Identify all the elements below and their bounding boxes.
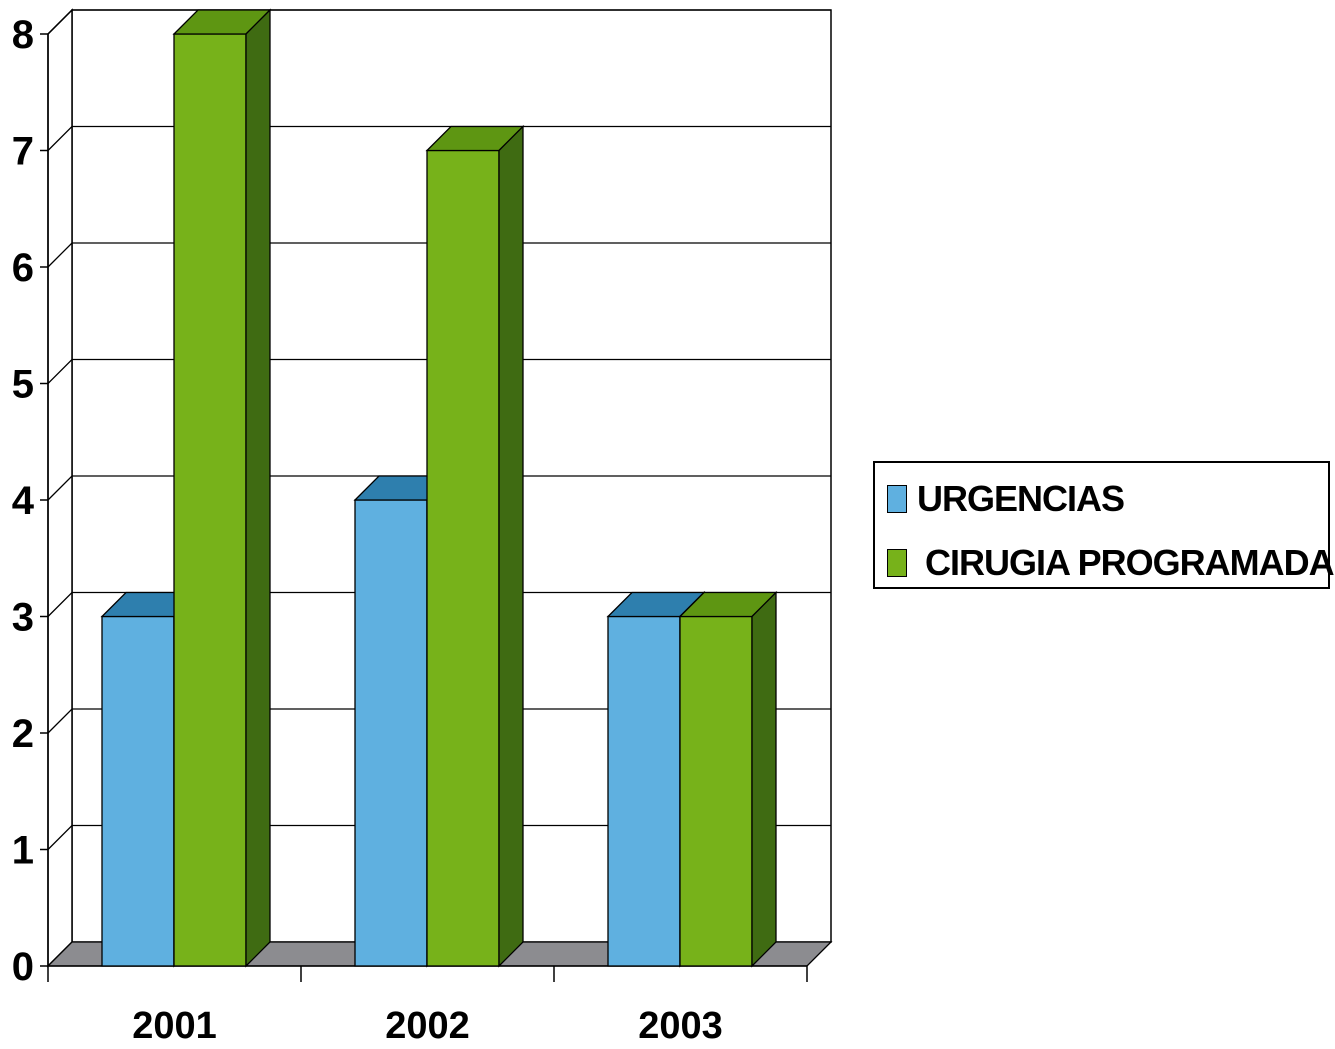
legend-item-cirugia-programada: CIRUGIA PROGRAMADA bbox=[887, 542, 1335, 583]
bar-front bbox=[679, 615, 753, 967]
gridline bbox=[47, 591, 831, 617]
bar bbox=[172, 8, 272, 968]
gridlines bbox=[47, 9, 831, 850]
y-tick-labels: 0 1 2 3 4 5 6 7 8 bbox=[12, 13, 35, 989]
legend: URGENCIAS CIRUGIA PROGRAMADA bbox=[873, 461, 1335, 589]
y-tick-label: 4 bbox=[12, 479, 35, 523]
gridline bbox=[47, 708, 831, 734]
bar-side bbox=[245, 8, 271, 968]
bar bbox=[678, 590, 778, 968]
y-tick-label: 0 bbox=[12, 945, 34, 989]
y-tick-label: 5 bbox=[12, 363, 34, 407]
legend-label-urgencias: URGENCIAS bbox=[917, 478, 1125, 519]
bar-front bbox=[101, 615, 175, 967]
gridline bbox=[47, 242, 831, 268]
y-tick-label: 3 bbox=[12, 596, 34, 640]
bar-side bbox=[498, 124, 524, 968]
gridline bbox=[47, 824, 831, 850]
x-category-labels: 2001 2002 2003 bbox=[132, 1005, 723, 1047]
x-category-label: 2001 bbox=[132, 1005, 217, 1044]
bar-front bbox=[354, 499, 428, 967]
bars bbox=[100, 8, 778, 968]
bar-front bbox=[607, 615, 681, 967]
y-tick-label: 1 bbox=[12, 829, 34, 873]
legend-label-cirugia-programada: CIRUGIA PROGRAMADA bbox=[925, 542, 1335, 583]
legend-swatch-cirugia-programada bbox=[887, 549, 907, 577]
gridline bbox=[47, 475, 831, 501]
x-category-label: 2003 bbox=[638, 1005, 723, 1044]
x-category-label: 2002 bbox=[385, 1005, 470, 1044]
gridline bbox=[47, 125, 831, 151]
gridline bbox=[47, 358, 831, 384]
y-tick-label: 7 bbox=[12, 130, 34, 174]
y-tick-label: 2 bbox=[12, 712, 34, 756]
bar-side bbox=[751, 590, 777, 968]
bar bbox=[425, 124, 525, 968]
legend-item-urgencias: URGENCIAS bbox=[887, 478, 1125, 519]
y-tick-label: 6 bbox=[12, 246, 34, 290]
bar-front bbox=[426, 149, 500, 967]
gridline bbox=[47, 9, 831, 35]
legend-swatch-urgencias bbox=[887, 485, 907, 513]
y-tick-label: 8 bbox=[12, 13, 34, 57]
bar-front bbox=[173, 33, 247, 967]
